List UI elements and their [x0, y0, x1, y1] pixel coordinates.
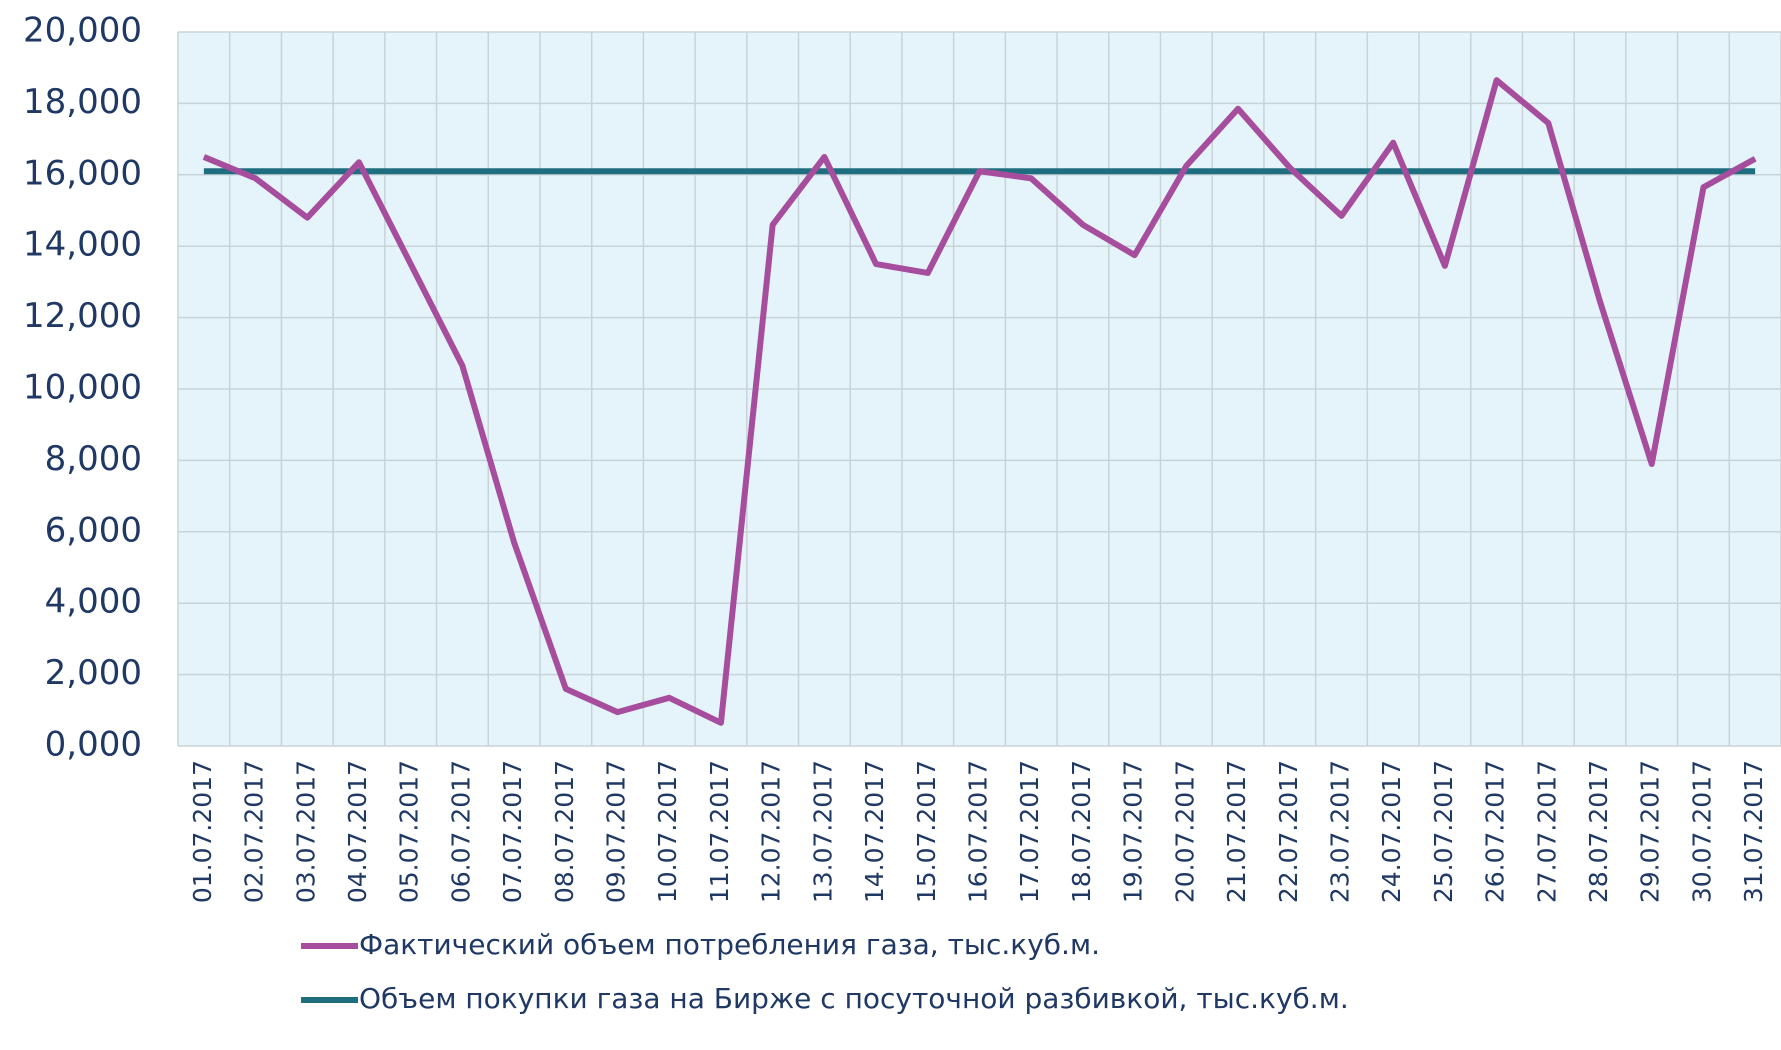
x-tick-label: 30.07.2017	[1687, 760, 1716, 903]
y-tick-label: 16,000	[23, 153, 142, 193]
x-tick-label: 01.07.2017	[188, 760, 217, 903]
x-tick-label: 10.07.2017	[653, 760, 682, 903]
x-tick-label: 07.07.2017	[498, 760, 527, 903]
x-tick-label: 11.07.2017	[705, 760, 734, 903]
y-tick-label: 14,000	[23, 225, 142, 265]
y-tick-label: 2,000	[45, 653, 142, 693]
x-tick-label: 15.07.2017	[912, 760, 941, 903]
x-tick-label: 21.07.2017	[1222, 760, 1251, 903]
x-tick-label: 18.07.2017	[1067, 760, 1096, 903]
x-tick-label: 09.07.2017	[602, 760, 631, 903]
x-tick-label: 27.07.2017	[1532, 760, 1561, 903]
y-tick-label: 12,000	[23, 296, 142, 336]
x-tick-label: 25.07.2017	[1429, 760, 1458, 903]
x-tick-label: 19.07.2017	[1119, 760, 1148, 903]
x-tick-label: 16.07.2017	[964, 760, 993, 903]
y-tick-label: 6,000	[45, 510, 142, 550]
x-tick-label: 29.07.2017	[1636, 760, 1665, 903]
y-tick-label: 18,000	[23, 82, 142, 122]
x-tick-label: 04.07.2017	[343, 760, 372, 903]
y-tick-label: 20,000	[23, 11, 142, 51]
x-tick-label: 17.07.2017	[1015, 760, 1044, 903]
y-tick-label: 4,000	[45, 582, 142, 622]
x-tick-label: 12.07.2017	[757, 760, 786, 903]
legend-label: Объем покупки газа на Бирже с посуточной…	[359, 982, 1349, 1015]
x-tick-label: 22.07.2017	[1274, 760, 1303, 903]
x-tick-label: 23.07.2017	[1325, 760, 1354, 903]
series-line	[202, 77, 1757, 726]
x-tick-label: 02.07.2017	[240, 760, 269, 903]
x-tick-label: 31.07.2017	[1739, 760, 1768, 903]
x-tick-label: 26.07.2017	[1481, 760, 1510, 903]
x-tick-label: 06.07.2017	[446, 760, 475, 903]
x-tick-label: 14.07.2017	[860, 760, 889, 903]
y-tick-label: 0,000	[45, 725, 142, 765]
x-tick-label: 05.07.2017	[395, 760, 424, 903]
x-tick-label: 28.07.2017	[1584, 760, 1613, 903]
x-tick-label: 24.07.2017	[1377, 760, 1406, 903]
y-tick-label: 10,000	[23, 368, 142, 408]
x-tick-label: 08.07.2017	[550, 760, 579, 903]
x-tick-label: 20.07.2017	[1170, 760, 1199, 903]
y-tick-label: 8,000	[45, 439, 142, 479]
legend-label: Фактический объем потребления газа, тыс.…	[359, 928, 1100, 961]
x-tick-label: 13.07.2017	[808, 760, 837, 903]
x-tick-label: 03.07.2017	[291, 760, 320, 903]
